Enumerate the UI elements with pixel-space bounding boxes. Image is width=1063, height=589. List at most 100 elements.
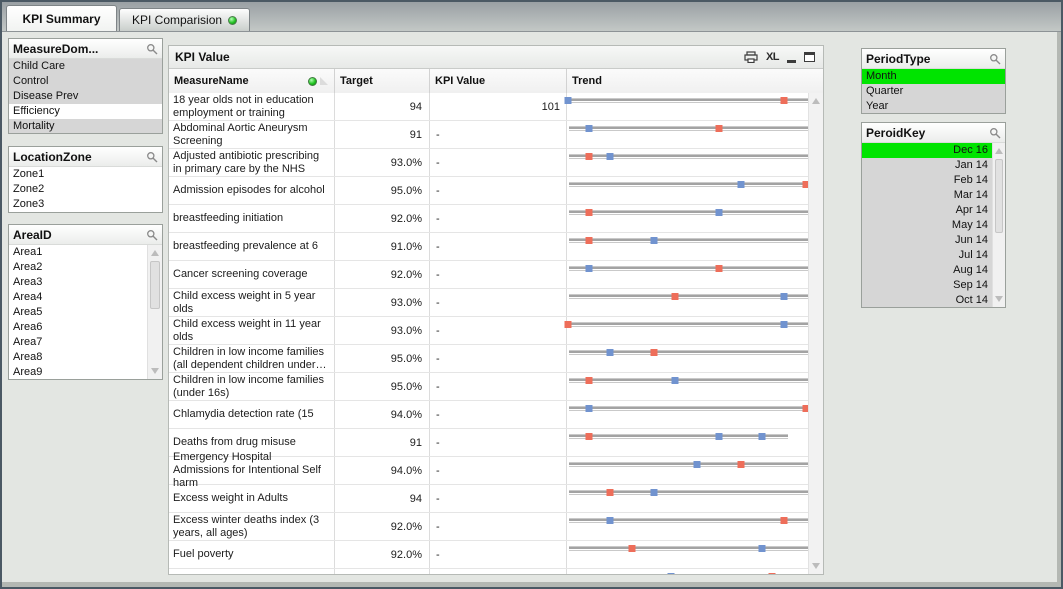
list-item[interactable]: Efficiency [9, 104, 162, 119]
target-cell[interactable]: 92.0% [335, 261, 430, 288]
maximize-icon[interactable] [804, 52, 815, 62]
trend-cell[interactable] [567, 177, 808, 204]
target-cell[interactable]: 94.0% [335, 457, 430, 484]
measure-name-cell[interactable]: Deaths from drug misuse [169, 429, 335, 456]
target-cell[interactable]: 94.0% [335, 401, 430, 428]
kpi-value-cell[interactable] [430, 569, 567, 574]
trend-cell[interactable] [567, 205, 808, 232]
trend-cell[interactable] [567, 457, 808, 484]
target-cell[interactable]: 91.0% [335, 233, 430, 260]
measure-name-cell[interactable]: Adjusted antibiotic prescribing in prima… [169, 149, 335, 176]
scroll-down-button[interactable] [993, 292, 1005, 306]
scrollbar[interactable] [147, 245, 162, 379]
list-item[interactable]: Month [862, 69, 1005, 84]
trend-cell[interactable] [567, 373, 808, 400]
trend-cell[interactable] [567, 289, 808, 316]
kpi-value-cell[interactable]: - [430, 485, 567, 512]
target-cell[interactable]: 95.0% [335, 177, 430, 204]
measure-name-cell[interactable]: Emergency Hospital Admissions for Intent… [169, 451, 335, 489]
measure-name-cell[interactable]: Chlamydia detection rate (15 [169, 401, 335, 428]
kpi-value-cell[interactable]: - [430, 121, 567, 148]
kpi-value-cell[interactable]: - [430, 401, 567, 428]
kpi-value-cell[interactable]: - [430, 513, 567, 540]
measure-name-cell[interactable]: Excess winter deaths index (3 years, all… [169, 513, 335, 540]
trend-cell[interactable] [567, 121, 808, 148]
tab-kpi-comparision[interactable]: KPI Comparision [119, 8, 251, 31]
tab-kpi-summary[interactable]: KPI Summary [6, 5, 117, 31]
list-item[interactable]: Dec 16 [862, 143, 992, 158]
measure-name-cell[interactable]: Excess weight in Adults [169, 485, 335, 512]
column-header-trend[interactable]: Trend [567, 69, 823, 93]
target-cell[interactable]: 92.0% [335, 541, 430, 568]
list-item[interactable]: Area7 [9, 335, 147, 350]
scroll-up-button[interactable] [809, 94, 823, 108]
list-item[interactable]: Mortality [9, 119, 162, 133]
kpi-value-cell[interactable]: - [430, 177, 567, 204]
target-cell[interactable]: 93.0% [335, 149, 430, 176]
list-item[interactable]: Jun 14 [862, 233, 992, 248]
list-item[interactable]: Area2 [9, 260, 147, 275]
kpi-value-cell[interactable]: - [430, 373, 567, 400]
list-item[interactable]: Area1 [9, 245, 147, 260]
search-icon[interactable] [989, 127, 1001, 139]
scrollbar[interactable] [992, 143, 1005, 307]
list-item[interactable]: Disease Prev [9, 89, 162, 104]
scroll-up-button[interactable] [993, 144, 1005, 158]
target-cell[interactable]: 92.0% [335, 513, 430, 540]
trend-cell[interactable] [567, 401, 808, 428]
scroll-down-button[interactable] [148, 364, 162, 378]
kpi-value-cell[interactable]: - [430, 289, 567, 316]
measure-name-cell[interactable]: Children in low income families (under 1… [169, 373, 335, 400]
search-icon[interactable] [146, 229, 158, 241]
list-item[interactable]: Area3 [9, 275, 147, 290]
table-scrollbar[interactable] [808, 93, 823, 574]
trend-cell[interactable] [567, 541, 808, 568]
list-item[interactable]: Mar 14 [862, 188, 992, 203]
list-item[interactable]: Area4 [9, 290, 147, 305]
list-item[interactable]: Control [9, 74, 162, 89]
search-icon[interactable] [146, 151, 158, 163]
scroll-thumb[interactable] [995, 159, 1003, 233]
list-item[interactable]: Area9 [9, 365, 147, 379]
kpi-value-cell[interactable]: - [430, 205, 567, 232]
column-header-kpi-value[interactable]: KPI Value [430, 69, 567, 93]
list-item[interactable]: Zone2 [9, 182, 162, 197]
trend-cell[interactable] [567, 485, 808, 512]
kpi-value-cell[interactable]: - [430, 233, 567, 260]
trend-cell[interactable] [567, 513, 808, 540]
column-header-target[interactable]: Target [335, 69, 430, 93]
measure-name-cell[interactable]: Child excess weight in 11 year olds [169, 317, 335, 344]
trend-cell[interactable] [567, 149, 808, 176]
list-item[interactable]: Child Care [9, 59, 162, 74]
list-item[interactable]: Quarter [862, 84, 1005, 99]
measure-name-cell[interactable]: Abdominal Aortic Aneurysm Screening [169, 121, 335, 148]
kpi-value-cell[interactable]: - [430, 457, 567, 484]
kpi-value-cell[interactable]: 101 [430, 93, 567, 120]
scroll-thumb[interactable] [150, 261, 160, 309]
list-item[interactable]: Zone3 [9, 197, 162, 212]
kpi-value-cell[interactable]: - [430, 345, 567, 372]
minimize-icon[interactable] [787, 59, 796, 63]
list-item[interactable]: May 14 [862, 218, 992, 233]
measure-name-cell[interactable]: breastfeeding prevalence at 6 [169, 233, 335, 260]
measure-name-cell[interactable]: breastfeeding initiation [169, 205, 335, 232]
measure-name-cell[interactable] [169, 569, 335, 574]
kpi-value-cell[interactable]: - [430, 261, 567, 288]
trend-cell[interactable] [567, 429, 808, 456]
trend-cell[interactable] [567, 261, 808, 288]
trend-cell[interactable] [567, 233, 808, 260]
excel-export-icon[interactable]: XL [765, 51, 780, 63]
trend-cell[interactable] [567, 345, 808, 372]
list-item[interactable]: Year [862, 99, 1005, 113]
kpi-value-cell[interactable]: - [430, 317, 567, 344]
search-icon[interactable] [989, 53, 1001, 65]
list-item[interactable]: Aug 14 [862, 263, 992, 278]
target-cell[interactable]: 92.0% [335, 205, 430, 232]
print-icon[interactable] [744, 51, 758, 63]
trend-cell[interactable] [564, 93, 808, 120]
list-item[interactable]: Area6 [9, 320, 147, 335]
target-cell[interactable]: 95.0% [335, 345, 430, 372]
target-cell[interactable] [335, 569, 430, 574]
trend-cell[interactable] [564, 317, 808, 344]
list-item[interactable]: Jul 14 [862, 248, 992, 263]
